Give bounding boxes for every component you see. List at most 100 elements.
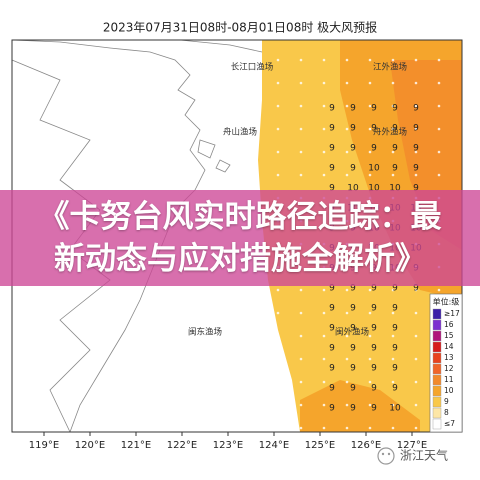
wind-level: 9 — [350, 144, 356, 154]
wind-level: 10 — [368, 164, 380, 174]
grid-dot — [299, 426, 303, 430]
legend-swatch — [432, 319, 442, 331]
headline: 《卡努台风实时路径追踪：最新动态与应对措施全解析》 — [38, 199, 442, 277]
grid-dot — [437, 150, 441, 154]
lon-label: 120°E — [75, 440, 105, 451]
fishing-ground: 舟山渔场 — [223, 127, 257, 138]
legend-swatch — [432, 341, 442, 353]
grid-dot — [276, 311, 280, 315]
grid-dot — [391, 81, 395, 85]
headline-band: 《卡努台风实时路径追踪：最新动态与应对措施全解析》 — [0, 190, 480, 286]
lon-label: 126°E — [351, 440, 381, 451]
grid-dot — [299, 150, 303, 154]
grid-dot — [322, 58, 326, 62]
grid-dot — [391, 104, 395, 108]
legend: 单位:级 ≥17 16 15 14 13 12 11 10 9 8 ≤7 — [429, 293, 463, 433]
grid-dot — [276, 357, 280, 361]
grid-dot — [276, 380, 280, 384]
wind-level: 9 — [371, 304, 377, 314]
legend-title: 单位:级 — [433, 297, 460, 307]
grid-dot — [345, 334, 349, 338]
legend-label: 8 — [444, 408, 449, 417]
wind-level: 9 — [329, 144, 335, 154]
grid-dot — [322, 426, 326, 430]
grid-dot — [414, 127, 418, 131]
wind-level: 9 — [413, 104, 419, 114]
grid-dot — [322, 173, 326, 177]
grid-dot — [299, 81, 303, 85]
lon-label: 125°E — [305, 440, 335, 451]
wind-level: 9 — [371, 284, 377, 294]
grid-dot — [322, 357, 326, 361]
wind-level: 9 — [413, 124, 419, 134]
wind-level: 9 — [329, 324, 335, 334]
wind-level: 9 — [350, 164, 356, 174]
wind-level: 9 — [371, 324, 377, 334]
watermark: 浙江天气 — [400, 448, 448, 463]
grid-dot — [391, 334, 395, 338]
grid-dot — [368, 426, 372, 430]
grid-dot — [345, 288, 349, 292]
grid-dot — [276, 426, 280, 430]
grid-dot — [299, 173, 303, 177]
grid-dot — [414, 403, 418, 407]
grid-dot — [322, 127, 326, 131]
grid-dot — [322, 288, 326, 292]
grid-dot — [437, 81, 441, 85]
grid-dot — [368, 104, 372, 108]
grid-dot — [414, 357, 418, 361]
grid-dot — [391, 426, 395, 430]
grid-dot — [391, 403, 395, 407]
wind-level: 9 — [371, 344, 377, 354]
wind-level: 10 — [368, 184, 380, 194]
wind-level: 9 — [329, 384, 335, 394]
grid-dot — [391, 173, 395, 177]
wind-level: 9 — [350, 284, 356, 294]
wind-level: 9 — [371, 364, 377, 374]
grid-dot — [345, 311, 349, 315]
grid-dot — [299, 104, 303, 108]
grid-dot — [391, 150, 395, 154]
fishing-ground: 闽外渔场 — [335, 327, 369, 338]
grid-dot — [276, 403, 280, 407]
grid-dot — [368, 380, 372, 384]
wind-level: 9 — [392, 124, 398, 134]
legend-label: ≤7 — [444, 419, 455, 428]
wind-level: 9 — [371, 384, 377, 394]
grid-dot — [368, 127, 372, 131]
wind-level: 10 — [389, 184, 401, 194]
wind-level: 9 — [392, 144, 398, 154]
grid-dot — [322, 380, 326, 384]
wind-level: 9 — [413, 164, 419, 174]
grid-dot — [391, 357, 395, 361]
grid-dot — [299, 288, 303, 292]
grid-dot — [345, 426, 349, 430]
wind-level: 9 — [329, 124, 335, 134]
grid-dot — [276, 104, 280, 108]
grid-dot — [437, 288, 441, 292]
lon-label: 123°E — [213, 440, 243, 451]
grid-dot — [299, 58, 303, 62]
legend-label: 9 — [444, 397, 449, 406]
legend-swatch — [432, 308, 442, 320]
grid-dot — [345, 357, 349, 361]
wind-level: 10 — [347, 184, 359, 194]
grid-dot — [276, 81, 280, 85]
fishing-ground: 长江口渔场 — [231, 62, 274, 73]
grid-dot — [368, 403, 372, 407]
grid-dot — [368, 334, 372, 338]
legend-label: 16 — [444, 320, 454, 329]
wind-level: 9 — [329, 164, 335, 174]
wind-level: 9 — [392, 284, 398, 294]
legend-swatch — [432, 407, 442, 419]
legend-swatch — [432, 363, 442, 375]
grid-dot — [414, 380, 418, 384]
legend-swatch — [432, 385, 442, 397]
wind-level: 9 — [329, 184, 335, 194]
wind-level: 9 — [329, 364, 335, 374]
legend-label: 11 — [444, 375, 454, 384]
fishing-ground: 舟外渔场 — [373, 127, 407, 138]
legend-label: 10 — [444, 386, 454, 395]
lon-label: 122°E — [167, 440, 197, 451]
